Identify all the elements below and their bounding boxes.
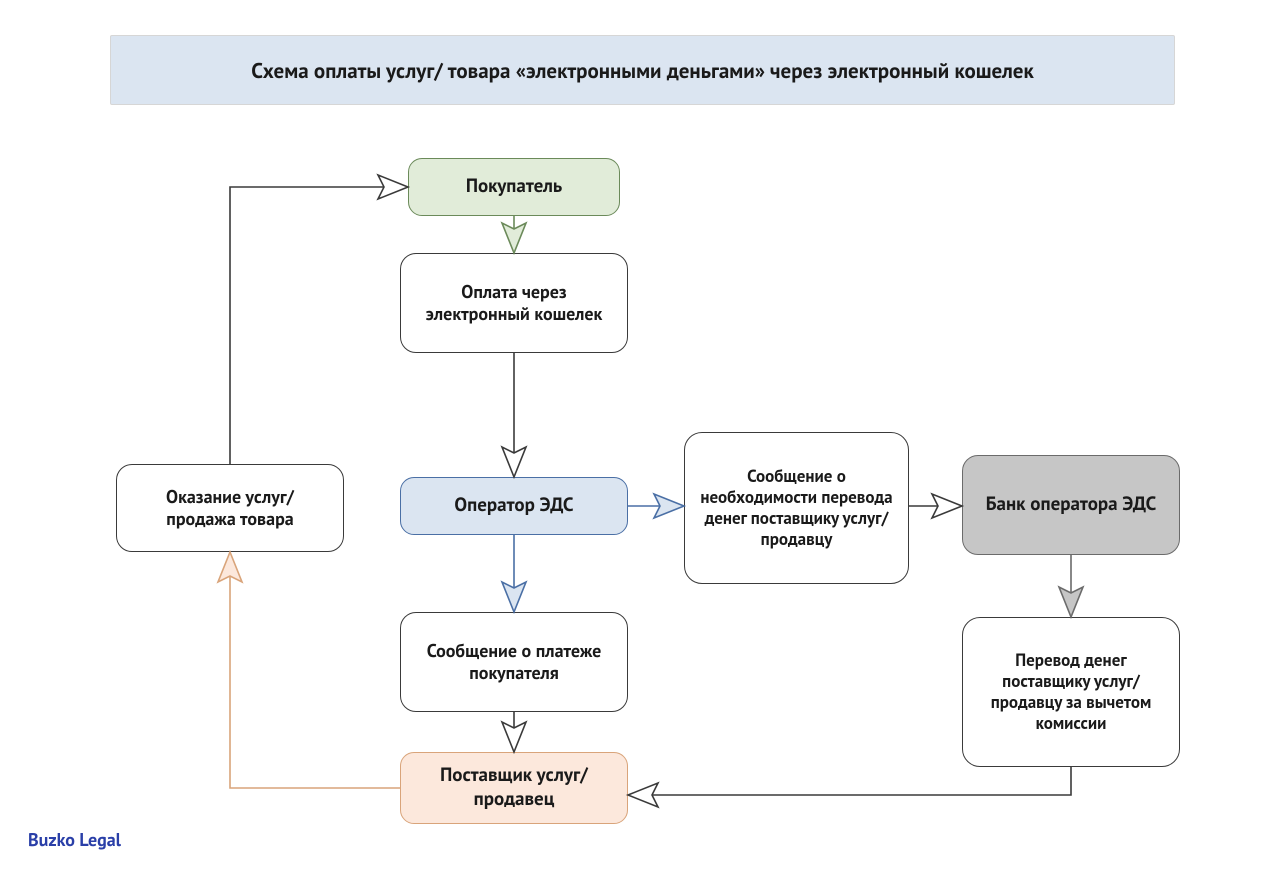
- node-label: Поставщик услуг/ продавец: [415, 764, 613, 812]
- edge-service-to-buyer: [230, 187, 384, 464]
- arrowhead-paymsg-to-supplier: [502, 722, 526, 752]
- arrowhead-wallet-to-operator: [502, 447, 526, 477]
- node-transfer-request-message: Сообщение о необходимости перевода денег…: [684, 432, 909, 584]
- arrowhead-transfer-to-supplier: [628, 783, 658, 807]
- node-supplier: Поставщик услуг/ продавец: [400, 752, 628, 824]
- arrowhead-operator-to-paymsg: [502, 582, 526, 612]
- diagram-title-text: Схема оплаты услуг/ товара «электронными…: [251, 57, 1034, 84]
- node-label: Оплата через электронный кошелек: [415, 281, 613, 326]
- node-label: Оператор ЭДС: [454, 494, 573, 518]
- footer-brand: Buzko Legal: [28, 828, 121, 851]
- arrowhead-operator-to-need: [654, 494, 684, 518]
- diagram-canvas: { "page": { "width": 1280, "height": 869…: [0, 0, 1280, 869]
- node-eds-operator: Оператор ЭДС: [400, 477, 628, 535]
- arrowhead-supplier-to-service: [218, 552, 242, 582]
- node-pay-via-wallet: Оплата через электронный кошелек: [400, 253, 628, 353]
- node-operator-bank: Банк оператора ЭДС: [962, 455, 1180, 555]
- node-buyer: Покупатель: [408, 158, 620, 216]
- arrowhead-bank-to-transfer: [1059, 587, 1083, 617]
- footer-brand-text: Buzko Legal: [28, 828, 121, 851]
- diagram-title: Схема оплаты услуг/ товара «электронными…: [110, 35, 1175, 105]
- node-payment-message: Сообщение о платеже покупателя: [400, 612, 628, 712]
- node-label: Сообщение о необходимости перевода денег…: [699, 466, 894, 551]
- edge-transfer-to-supplier: [652, 767, 1071, 795]
- node-label: Перевод денег поставщику услуг/ продавцу…: [977, 650, 1165, 735]
- arrowhead-buyer-to-wallet: [502, 223, 526, 253]
- arrowhead-need-to-bank: [932, 494, 962, 518]
- node-label: Банк оператора ЭДС: [986, 493, 1157, 517]
- arrowhead-service-to-buyer: [378, 175, 408, 199]
- node-label: Покупатель: [466, 175, 562, 199]
- node-service-delivery: Оказание услуг/ продажа товара: [116, 464, 344, 552]
- node-money-transfer: Перевод денег поставщику услуг/ продавцу…: [962, 617, 1180, 767]
- node-label: Оказание услуг/ продажа товара: [131, 486, 329, 531]
- edge-supplier-to-service: [230, 576, 400, 788]
- node-label: Сообщение о платеже покупателя: [415, 640, 613, 685]
